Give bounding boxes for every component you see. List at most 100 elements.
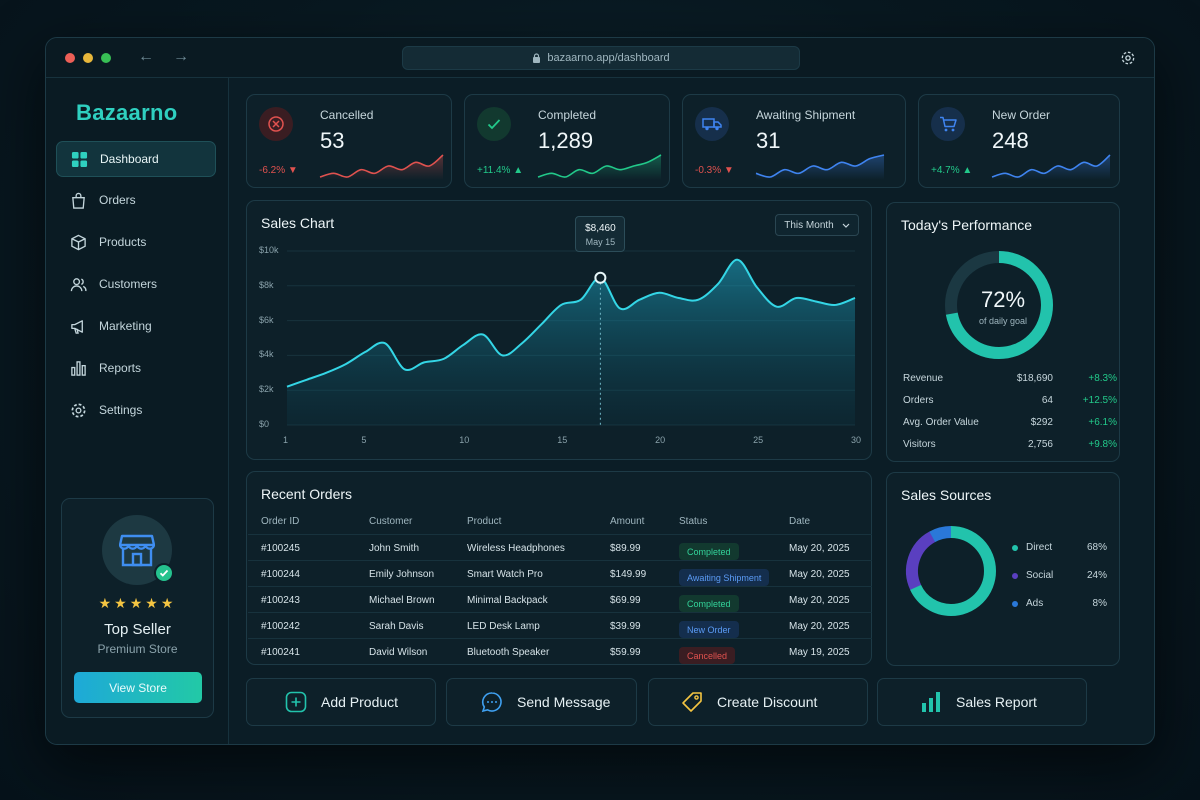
sidebar-item-label: Customers bbox=[99, 277, 158, 291]
back-arrow-icon[interactable]: ← bbox=[138, 48, 154, 65]
donut-segment-ads bbox=[906, 526, 996, 616]
performance-card: Today's Performance 72% of daily goal Re… bbox=[886, 202, 1120, 462]
store-avatar bbox=[102, 515, 172, 585]
column-header[interactable]: Product bbox=[467, 516, 502, 527]
y-tick-label: $2k bbox=[259, 384, 274, 395]
sales-area-chart[interactable] bbox=[247, 201, 873, 461]
shopping-bag-icon bbox=[72, 192, 85, 209]
bar-chart-icon bbox=[71, 360, 86, 376]
goal-donut-chart bbox=[945, 251, 1053, 359]
seller-subtitle: Premium Store bbox=[97, 642, 178, 656]
down-arrow-icon: ▼ bbox=[723, 165, 734, 176]
stat-card-new-order[interactable]: New Order 248 +4.7% ▲ bbox=[918, 94, 1120, 188]
stat-card-awaiting-shipment[interactable]: Awaiting Shipment 31 -0.3% ▼ bbox=[682, 94, 906, 188]
sidebar-item-label: Orders bbox=[99, 193, 136, 207]
megaphone-icon bbox=[71, 319, 83, 334]
maximize-window-button[interactable] bbox=[101, 53, 111, 63]
performance-title: Today's Performance bbox=[901, 217, 1033, 233]
browser-settings-icon[interactable] bbox=[1120, 50, 1136, 66]
check-icon bbox=[477, 107, 511, 141]
url-bar[interactable]: bazaarno.app/dashboard bbox=[402, 46, 800, 70]
y-tick-label: $4k bbox=[259, 349, 274, 360]
sidebar-item-label: Reports bbox=[99, 361, 142, 375]
sales-report-button[interactable]: Sales Report bbox=[877, 678, 1087, 726]
sales-chart-card: Sales Chart This Month $0 $2k $4k $6k $8k $10… bbox=[246, 200, 872, 460]
truck-icon bbox=[695, 107, 729, 141]
x-tick-label: 10 bbox=[459, 435, 470, 445]
chat-icon bbox=[481, 692, 502, 713]
sidebar-item-settings[interactable]: Settings bbox=[56, 392, 216, 428]
chevron-down-icon bbox=[842, 223, 850, 228]
sidebar-item-orders[interactable]: Orders bbox=[56, 182, 216, 218]
table-row[interactable]: #100243 Michael Brown Minimal Backpack $69.… bbox=[248, 586, 872, 612]
column-header[interactable]: Status bbox=[679, 516, 708, 527]
sidebar-item-products[interactable]: Products bbox=[56, 224, 216, 260]
cart-icon bbox=[931, 107, 965, 141]
column-header[interactable]: Amount bbox=[610, 516, 645, 527]
forward-arrow-icon[interactable]: → bbox=[173, 48, 189, 65]
column-header[interactable]: Order ID bbox=[261, 516, 300, 527]
sidebar-item-dashboard[interactable]: Dashboard bbox=[56, 141, 216, 177]
stat-card-completed[interactable]: Completed 1,289 +11.4% ▲ bbox=[464, 94, 670, 188]
sparkline-line bbox=[755, 154, 885, 178]
top-seller-card: ★★★★★ Top Seller Premium Store View Stor… bbox=[61, 498, 214, 718]
highlight-point bbox=[594, 271, 607, 284]
box-icon bbox=[71, 234, 86, 250]
sidebar-item-customers[interactable]: Customers bbox=[56, 266, 216, 302]
x-tick-label: 30 bbox=[851, 435, 862, 445]
view-store-button[interactable]: View Store bbox=[74, 672, 202, 703]
table-row[interactable]: #100242 Sarah Davis LED Desk Lamp $39.99 Ne… bbox=[248, 612, 872, 638]
y-tick-label: $10k bbox=[259, 245, 279, 255]
stat-label: Cancelled bbox=[320, 108, 374, 122]
stat-card-cancelled[interactable]: Cancelled 53 -6.2% ▼ bbox=[246, 94, 452, 188]
sparkline-area bbox=[756, 155, 884, 180]
perf-row-visitors: Visitors 2,756 +9.8% bbox=[903, 439, 1117, 450]
chart-tooltip: $8,460 May 15 bbox=[575, 215, 626, 252]
sidebar-item-label: Products bbox=[99, 235, 147, 249]
sidebar-item-reports[interactable]: Reports bbox=[56, 350, 216, 386]
table-row[interactable]: #100245 John Smith Wireless Headphones $89.… bbox=[248, 534, 872, 560]
table-row[interactable]: #100241 David Wilson Bluetooth Speaker $59.… bbox=[248, 638, 872, 664]
minimize-window-button[interactable] bbox=[83, 53, 93, 63]
x-circle-icon bbox=[259, 107, 293, 141]
verified-check-icon bbox=[154, 563, 174, 583]
sidebar-item-label: Dashboard bbox=[100, 152, 159, 166]
legend-social: Social 24% bbox=[1012, 570, 1107, 584]
sales-area-fill bbox=[287, 259, 855, 425]
url-text: bazaarno.app/dashboard bbox=[547, 52, 670, 64]
period-dropdown[interactable]: This Month bbox=[775, 214, 859, 236]
status-badge: Completed bbox=[679, 543, 739, 560]
table-row[interactable]: #100244 Emily Johnson Smart Watch Pro $149.… bbox=[248, 560, 872, 586]
brand-logo[interactable]: Bazaarno bbox=[76, 100, 178, 125]
goal-subtitle: of daily goal bbox=[978, 316, 1028, 326]
close-window-button[interactable] bbox=[65, 53, 75, 63]
create-discount-button[interactable]: Create Discount bbox=[648, 678, 868, 726]
up-arrow-icon: ▲ bbox=[513, 165, 524, 176]
status-badge: Cancelled bbox=[679, 647, 736, 664]
tooltip-date: May 15 bbox=[585, 236, 616, 247]
y-tick-label: $0 bbox=[259, 419, 270, 429]
legend-dot bbox=[1012, 573, 1018, 579]
sidebar-item-marketing[interactable]: Marketing bbox=[56, 308, 216, 344]
recent-orders-title: Recent Orders bbox=[261, 486, 353, 502]
perf-row-orders: Orders 64 +12.5% bbox=[903, 395, 1117, 406]
x-tick-label: 1 bbox=[283, 435, 289, 445]
stat-label: Awaiting Shipment bbox=[756, 108, 856, 122]
lock-icon bbox=[533, 53, 541, 63]
send-message-button[interactable]: Send Message bbox=[446, 678, 637, 726]
users-icon bbox=[70, 277, 87, 291]
sparkline-area bbox=[320, 155, 443, 180]
stat-value: 1,289 bbox=[538, 128, 594, 153]
sidebar-item-label: Marketing bbox=[99, 319, 152, 333]
tag-icon bbox=[682, 692, 702, 712]
stat-change: +11.4% ▲ bbox=[477, 165, 524, 176]
add-product-button[interactable]: Add Product bbox=[246, 678, 436, 726]
legend-ads: Ads 8% bbox=[1012, 598, 1107, 612]
goal-percent: 72% bbox=[980, 287, 1026, 312]
stat-change: +4.7% ▲ bbox=[931, 165, 973, 176]
column-header[interactable]: Customer bbox=[369, 516, 413, 527]
column-header[interactable]: Date bbox=[789, 516, 811, 527]
status-badge: New Order bbox=[679, 621, 739, 638]
browser-titlebar: ← → bazaarno.app/dashboard bbox=[46, 38, 1154, 78]
sparkline-line bbox=[537, 154, 662, 178]
